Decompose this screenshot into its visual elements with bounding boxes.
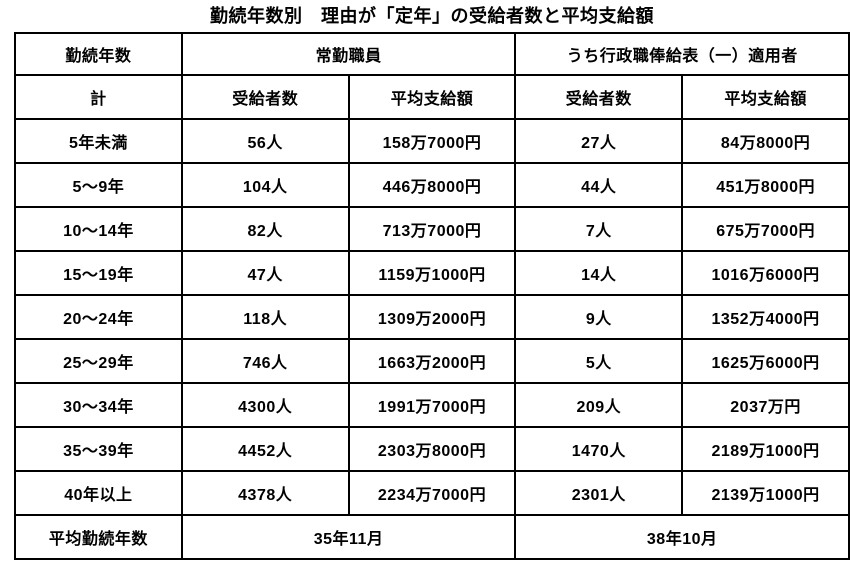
cell-adm-recipients: 44人 xyxy=(514,162,684,208)
cell-ft-recipients: 56人 xyxy=(180,118,350,164)
row-label: 35〜39年 xyxy=(14,426,183,472)
cell-ft-average: 1159万1000円 xyxy=(347,250,517,296)
page-title: 勤続年数別 理由が「定年」の受給者数と平均支給額 xyxy=(210,6,654,26)
cell-adm-recipients: 27人 xyxy=(514,118,684,164)
cell-adm-average: 1352万4000円 xyxy=(681,294,850,340)
cell-adm-recipients: 2301人 xyxy=(514,470,684,516)
cell-ft-average: 1663万2000円 xyxy=(347,338,517,384)
pension-table: 勤続年数 常勤職員 うち行政職俸給表（一）適用者 計 受給者数 平均支給額 受給… xyxy=(14,32,850,560)
cell-ft-average: 1309万2000円 xyxy=(347,294,517,340)
cell-adm-average: 451万8000円 xyxy=(681,162,850,208)
cell-adm-recipients: 5人 xyxy=(514,338,684,384)
cell-ft-recipients: 4378人 xyxy=(180,470,350,516)
row-label: 15〜19年 xyxy=(14,250,183,296)
table-row: 5〜9年 104人 446万8000円 44人 451万8000円 xyxy=(14,162,850,208)
header-cell-adm-average: 平均支給額 xyxy=(681,74,850,120)
cell-ft-average: 2303万8000円 xyxy=(347,426,517,472)
row-label: 20〜24年 xyxy=(14,294,183,340)
row-label: 5年未満 xyxy=(14,118,183,164)
row-label: 25〜29年 xyxy=(14,338,183,384)
cell-adm-average: 2037万円 xyxy=(681,382,850,428)
header-cell-ft-recipients: 受給者数 xyxy=(180,74,350,120)
footer-cell-ft-average-years: 35年11月 xyxy=(180,514,517,560)
cell-adm-recipients: 14人 xyxy=(514,250,684,296)
cell-ft-recipients: 47人 xyxy=(180,250,350,296)
cell-ft-recipients: 104人 xyxy=(180,162,350,208)
header-cell-total: 計 xyxy=(14,74,183,120)
table-row: 5年未満 56人 158万7000円 27人 84万8000円 xyxy=(14,118,850,164)
cell-ft-average: 158万7000円 xyxy=(347,118,517,164)
table-row: 25〜29年 746人 1663万2000円 5人 1625万6000円 xyxy=(14,338,850,384)
cell-adm-average: 1016万6000円 xyxy=(681,250,850,296)
row-label: 30〜34年 xyxy=(14,382,183,428)
cell-adm-recipients: 1470人 xyxy=(514,426,684,472)
cell-ft-recipients: 118人 xyxy=(180,294,350,340)
cell-ft-recipients: 4300人 xyxy=(180,382,350,428)
table-footer-row: 平均勤続年数 35年11月 38年10月 xyxy=(14,514,850,560)
cell-ft-recipients: 82人 xyxy=(180,206,350,252)
header-cell-admin-group: うち行政職俸給表（一）適用者 xyxy=(514,32,850,76)
cell-ft-average: 2234万7000円 xyxy=(347,470,517,516)
row-label: 10〜14年 xyxy=(14,206,183,252)
table-header-column-row: 計 受給者数 平均支給額 受給者数 平均支給額 xyxy=(14,74,850,120)
cell-ft-average: 446万8000円 xyxy=(347,162,517,208)
cell-ft-recipients: 746人 xyxy=(180,338,350,384)
cell-adm-average: 84万8000円 xyxy=(681,118,850,164)
header-cell-fulltime-group: 常勤職員 xyxy=(180,32,517,76)
table-row: 10〜14年 82人 713万7000円 7人 675万7000円 xyxy=(14,206,850,252)
cell-adm-average: 2189万1000円 xyxy=(681,426,850,472)
table-row: 40年以上 4378人 2234万7000円 2301人 2139万1000円 xyxy=(14,470,850,516)
cell-ft-average: 713万7000円 xyxy=(347,206,517,252)
header-cell-years: 勤続年数 xyxy=(14,32,183,76)
footer-cell-label: 平均勤続年数 xyxy=(14,514,183,560)
table-row: 35〜39年 4452人 2303万8000円 1470人 2189万1000円 xyxy=(14,426,850,472)
table-row: 20〜24年 118人 1309万2000円 9人 1352万4000円 xyxy=(14,294,850,340)
footer-cell-adm-average-years: 38年10月 xyxy=(514,514,850,560)
cell-adm-average: 675万7000円 xyxy=(681,206,850,252)
header-cell-ft-average: 平均支給額 xyxy=(347,74,517,120)
cell-adm-recipients: 7人 xyxy=(514,206,684,252)
cell-adm-average: 1625万6000円 xyxy=(681,338,850,384)
table-row: 15〜19年 47人 1159万1000円 14人 1016万6000円 xyxy=(14,250,850,296)
cell-adm-average: 2139万1000円 xyxy=(681,470,850,516)
table-header-group-row: 勤続年数 常勤職員 うち行政職俸給表（一）適用者 xyxy=(14,32,850,76)
cell-adm-recipients: 209人 xyxy=(514,382,684,428)
header-cell-adm-recipients: 受給者数 xyxy=(514,74,684,120)
cell-ft-average: 1991万7000円 xyxy=(347,382,517,428)
cell-ft-recipients: 4452人 xyxy=(180,426,350,472)
row-label: 5〜9年 xyxy=(14,162,183,208)
cell-adm-recipients: 9人 xyxy=(514,294,684,340)
row-label: 40年以上 xyxy=(14,470,183,516)
table-row: 30〜34年 4300人 1991万7000円 209人 2037万円 xyxy=(14,382,850,428)
